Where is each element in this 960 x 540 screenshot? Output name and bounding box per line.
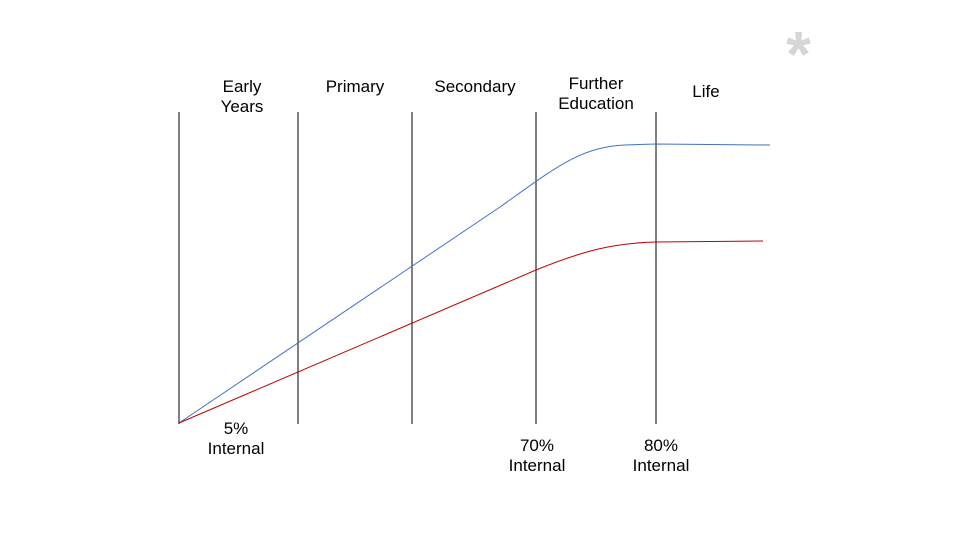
stage-label-early-years: Early Years xyxy=(220,77,264,116)
stage-label-primary: Primary xyxy=(325,77,385,96)
stage-label-secondary: Secondary xyxy=(434,77,516,96)
annotation-70-percent-internal: 70% Internal xyxy=(508,436,566,475)
stage-label-further-education: Further Education xyxy=(558,74,634,113)
asterisk-decoration: * xyxy=(786,18,811,90)
annotation-5-percent-internal: 5% Internal xyxy=(207,419,265,458)
lower-curve xyxy=(178,240,764,424)
upper-curve xyxy=(178,143,771,424)
annotation-80-percent-internal: 80% Internal xyxy=(632,436,690,475)
stage-label-life: Life xyxy=(692,82,720,101)
